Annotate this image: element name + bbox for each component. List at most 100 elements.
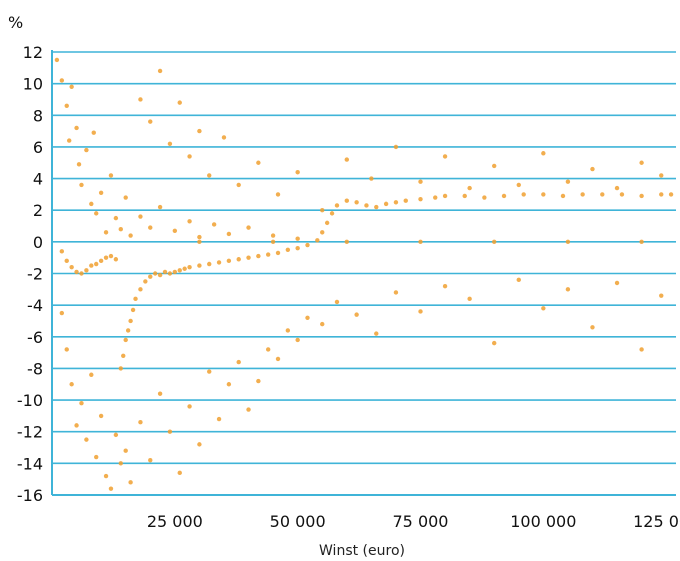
data-point xyxy=(162,269,168,275)
data-point xyxy=(374,331,379,336)
data-point xyxy=(516,182,521,188)
data-point xyxy=(177,470,182,476)
data-point xyxy=(79,271,84,276)
data-point xyxy=(128,233,133,238)
data-point xyxy=(462,193,467,199)
data-point xyxy=(270,239,276,245)
data-point xyxy=(148,457,153,463)
data-point xyxy=(118,366,123,371)
data-point xyxy=(94,261,99,267)
data-point xyxy=(659,192,664,197)
x-tick-label: 25 000 xyxy=(147,512,203,531)
data-point xyxy=(182,266,187,271)
data-point xyxy=(246,255,251,260)
data-point xyxy=(138,214,143,219)
data-point xyxy=(152,271,158,276)
data-point xyxy=(482,195,487,200)
data-point xyxy=(295,236,300,241)
data-point xyxy=(167,141,173,146)
data-point xyxy=(467,185,472,191)
data-point xyxy=(197,239,202,245)
y-tick-label: -2 xyxy=(27,265,43,284)
y-tick-label: 6 xyxy=(33,138,43,157)
data-point xyxy=(659,173,664,178)
data-point xyxy=(89,263,94,268)
data-point xyxy=(418,196,423,202)
grid-lines xyxy=(52,51,676,496)
data-point xyxy=(329,211,335,216)
data-point xyxy=(265,347,271,352)
data-point xyxy=(98,190,104,196)
data-point xyxy=(172,228,178,233)
data-point xyxy=(157,391,163,396)
data-point xyxy=(157,68,163,74)
data-point xyxy=(246,225,251,230)
data-point xyxy=(295,170,300,175)
data-point xyxy=(148,119,153,124)
data-point xyxy=(442,193,448,199)
data-point xyxy=(207,261,212,267)
data-point xyxy=(108,253,114,259)
data-point xyxy=(639,160,644,165)
data-point xyxy=(246,407,251,412)
data-point xyxy=(187,219,192,224)
data-point xyxy=(442,283,448,289)
data-point xyxy=(197,128,202,134)
data-point xyxy=(334,203,340,208)
data-point xyxy=(614,185,620,191)
data-point xyxy=(74,125,79,131)
data-point xyxy=(285,247,291,252)
y-unit-label: % xyxy=(8,13,23,32)
data-point xyxy=(418,309,423,314)
data-point xyxy=(187,404,192,409)
y-tick-label: -12 xyxy=(17,423,43,442)
data-point xyxy=(197,234,202,240)
data-point xyxy=(344,157,350,162)
data-point xyxy=(148,274,153,279)
data-point xyxy=(393,290,399,295)
y-tick-label: 2 xyxy=(33,201,43,220)
x-tick-label: 100 000 xyxy=(510,512,576,531)
data-point xyxy=(324,220,330,226)
data-point xyxy=(89,201,94,207)
data-point xyxy=(275,192,281,197)
data-point xyxy=(167,271,173,276)
x-tick-label: 50 000 xyxy=(270,512,326,531)
data-point xyxy=(98,258,104,264)
data-point xyxy=(492,163,497,169)
data-point xyxy=(565,239,571,245)
data-point xyxy=(305,242,310,248)
data-point xyxy=(541,151,546,156)
data-point xyxy=(103,473,109,479)
data-point xyxy=(590,325,595,330)
data-point xyxy=(113,215,119,221)
data-point xyxy=(221,135,227,140)
data-point xyxy=(369,176,374,181)
data-point xyxy=(207,173,212,178)
x-tick-label: 125 000 xyxy=(633,512,680,531)
data-point xyxy=(128,480,133,485)
data-point xyxy=(364,203,369,208)
data-point xyxy=(521,192,526,197)
data-point xyxy=(320,321,325,327)
data-point xyxy=(541,192,546,197)
y-tick-label: -4 xyxy=(27,296,43,315)
data-point xyxy=(492,340,497,346)
data-point xyxy=(639,347,644,352)
data-point xyxy=(516,277,521,283)
data-points xyxy=(54,57,674,491)
data-point xyxy=(64,347,69,352)
data-point xyxy=(275,356,281,362)
data-point xyxy=(94,211,99,216)
data-point xyxy=(295,337,300,343)
data-point xyxy=(113,432,119,438)
data-point xyxy=(59,249,65,254)
data-point xyxy=(275,250,281,256)
data-point xyxy=(226,382,232,387)
data-point xyxy=(236,257,241,262)
data-point xyxy=(467,296,472,302)
data-point xyxy=(236,359,241,365)
data-point xyxy=(98,413,104,419)
data-point xyxy=(211,222,217,227)
data-point xyxy=(295,245,300,251)
